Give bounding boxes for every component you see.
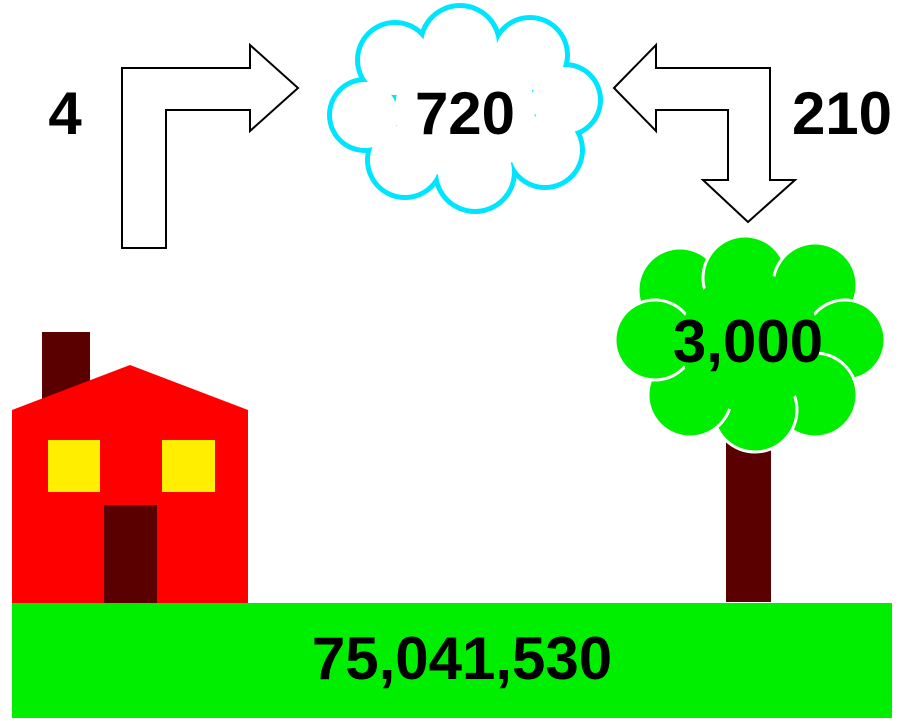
ground-label: 75,041,530	[312, 625, 612, 692]
tree-label: 3,000	[673, 308, 823, 375]
page: 4 720 210 3,000 75,041,530 (() => { cons…	[0, 0, 904, 721]
arrow-left-down	[614, 45, 795, 222]
left-arrow-label: 4	[48, 80, 82, 147]
window	[162, 440, 215, 492]
cloud-label: 720	[415, 80, 515, 147]
arrow-up-right	[122, 45, 298, 248]
right-arrow-label: 210	[792, 80, 892, 147]
tree-trunk	[725, 430, 772, 603]
door	[104, 505, 157, 603]
diagram: 4 720 210 3,000 75,041,530	[0, 0, 904, 721]
window	[48, 440, 100, 492]
